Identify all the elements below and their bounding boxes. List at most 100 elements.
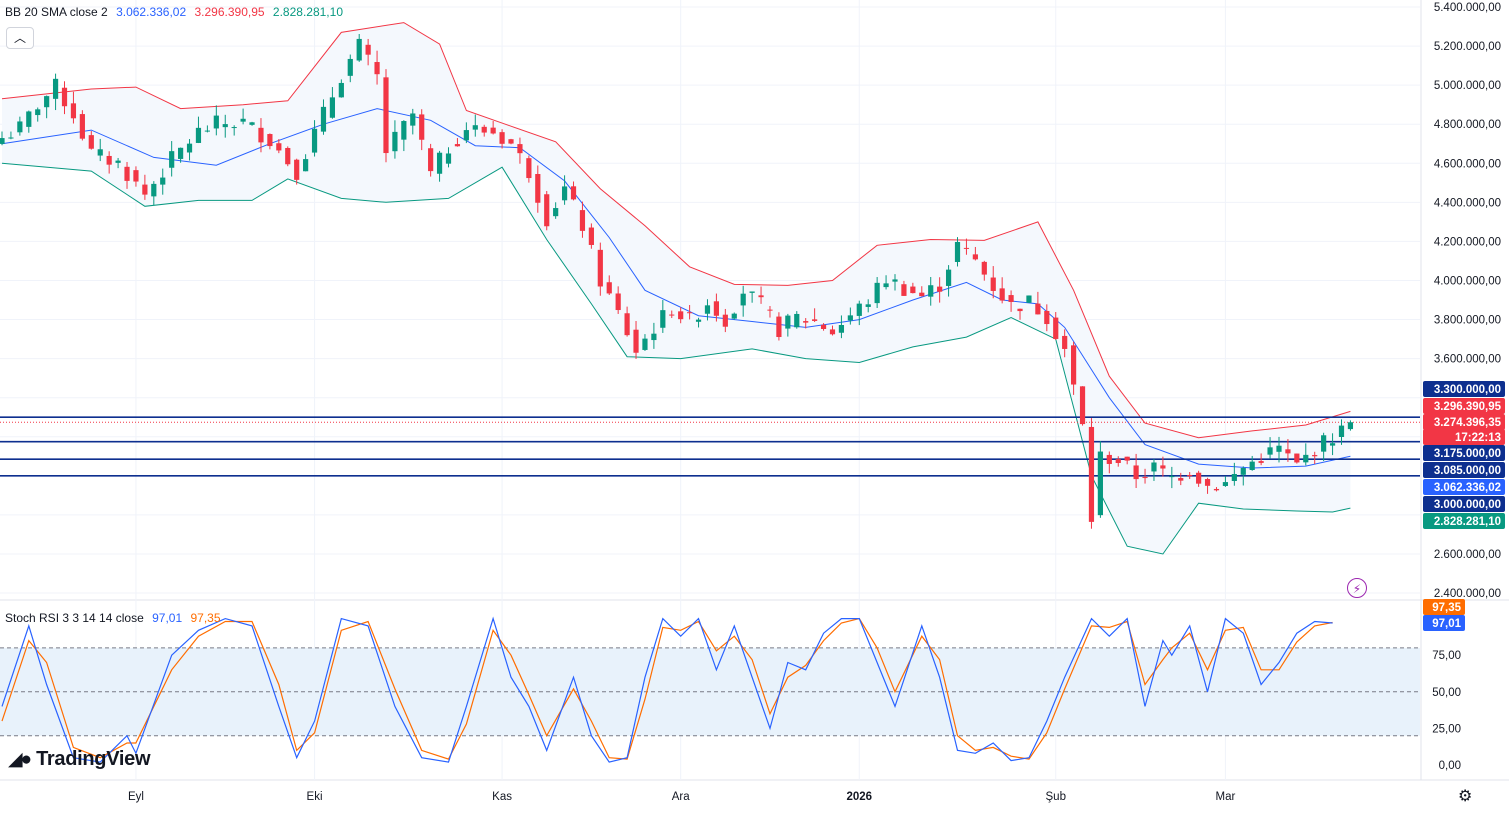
candle-body	[383, 77, 389, 154]
candle-body	[561, 186, 568, 201]
candle-body	[481, 126, 487, 133]
candle-body	[1187, 474, 1193, 477]
candle-body	[1258, 461, 1264, 463]
stoch-legend[interactable]: Stoch RSI 3 3 14 14 close 97,01 97,35	[5, 610, 226, 626]
candle-body	[1035, 303, 1041, 315]
candle-body	[1151, 462, 1157, 472]
collapse-legend-button[interactable]: ︿	[6, 27, 34, 49]
candle-body	[1267, 447, 1273, 455]
candle-body	[1204, 479, 1211, 486]
tradingview-icon: ◢●	[8, 749, 32, 770]
price-tick-label: 4.600.000,00	[1434, 158, 1501, 170]
candle-body	[0, 138, 5, 144]
candle-body	[624, 313, 630, 336]
candle-body	[204, 130, 210, 132]
stoch-tag-bg	[1423, 599, 1465, 615]
candle-body	[311, 128, 318, 153]
candle-body	[258, 127, 264, 143]
candle-body	[160, 177, 166, 185]
candle-body	[535, 174, 541, 203]
candle-body	[463, 130, 469, 141]
candle-body	[231, 127, 237, 129]
candle-body	[1088, 426, 1095, 522]
bollinger-bands	[1, 22, 1351, 555]
price-tag-label: 3.000.000,00	[1434, 499, 1501, 511]
price-tick-label: 4.200.000,00	[1434, 236, 1501, 248]
candle-body	[829, 329, 836, 335]
time-tick-label: 2026	[846, 791, 872, 803]
candle-body	[1133, 465, 1139, 480]
bb-legend-name: BB 20 SMA close 2	[5, 5, 108, 19]
candle-body	[812, 319, 818, 321]
candle-body	[303, 159, 309, 172]
candle-body	[731, 313, 737, 319]
candle-body	[115, 160, 121, 163]
candle-body	[1053, 317, 1059, 339]
candle-body	[1124, 456, 1130, 461]
candle-body	[544, 194, 550, 227]
stoch-tick-label: 50,00	[1432, 687, 1461, 699]
candle-body	[847, 315, 853, 321]
candle-body	[356, 38, 362, 61]
candle-body	[856, 303, 862, 316]
candle-body	[1026, 295, 1032, 303]
candle-body	[758, 295, 764, 298]
bb-upper-value: 3.296.390,95	[194, 5, 265, 19]
candle-body	[267, 134, 273, 147]
candle-body	[570, 186, 577, 200]
bb-legend[interactable]: BB 20 SMA close 2 3.062.336,02 3.296.390…	[5, 4, 348, 20]
candle-body	[1008, 295, 1014, 302]
candle-body	[186, 143, 193, 153]
price-tag-bg	[1423, 445, 1505, 461]
candle-body	[874, 282, 880, 304]
time-tick-label: Ara	[672, 791, 691, 803]
candle-body	[1178, 478, 1184, 481]
candle-body	[249, 122, 255, 125]
candle-body	[320, 106, 327, 132]
price-tick-label: 2.600.000,00	[1434, 549, 1501, 561]
candle-body	[928, 285, 934, 297]
candle-body	[1329, 443, 1336, 446]
candle-body	[1017, 308, 1023, 312]
stoch-rsi-panel	[0, 616, 1420, 763]
candle-body	[1249, 461, 1255, 470]
price-axis: 5.400.000,00 5.200.000,00 5.000.000,00 4.80…	[1432, 2, 1501, 772]
candle-body	[1303, 454, 1309, 463]
price-tag-bg	[1423, 513, 1505, 529]
price-tag-bg	[1423, 496, 1505, 512]
candle-body	[1079, 386, 1086, 425]
candle-body	[61, 87, 68, 107]
candle-body	[499, 132, 505, 144]
candle-body	[133, 170, 139, 182]
candle-body	[606, 282, 612, 294]
price-tick-label: 5.400.000,00	[1434, 2, 1501, 14]
candle-body	[919, 292, 925, 297]
candle-body	[124, 166, 130, 181]
gear-icon[interactable]: ⚙	[1458, 788, 1473, 805]
candle-body	[651, 333, 657, 341]
price-tag-label: 3.085.000,00	[1434, 465, 1501, 477]
candle-body	[767, 309, 773, 311]
candle-body	[1071, 345, 1077, 385]
candle-body	[8, 137, 14, 139]
candle-body	[1276, 445, 1282, 452]
candle-body	[1231, 474, 1237, 481]
candle-body	[749, 291, 755, 293]
candle-body	[785, 315, 791, 329]
bb-lower-value: 2.828.281,10	[272, 5, 343, 19]
candle-body	[820, 324, 827, 329]
candle-body	[892, 279, 898, 282]
candle-body	[1213, 488, 1220, 491]
candle-body	[963, 247, 970, 249]
time-tick-label: Eyl	[128, 791, 144, 803]
candle-body	[454, 144, 461, 147]
candle-body	[428, 148, 434, 172]
tradingview-logo[interactable]: ◢● TradingView	[8, 748, 151, 771]
stoch-tick-label: 75,00	[1432, 650, 1461, 662]
candlesticks	[0, 33, 1354, 529]
candle-body	[1240, 468, 1246, 475]
price-tick-label: 5.000.000,00	[1434, 80, 1501, 92]
candle-body	[722, 314, 728, 327]
lightning-icon[interactable]: ⚡	[1347, 578, 1367, 598]
